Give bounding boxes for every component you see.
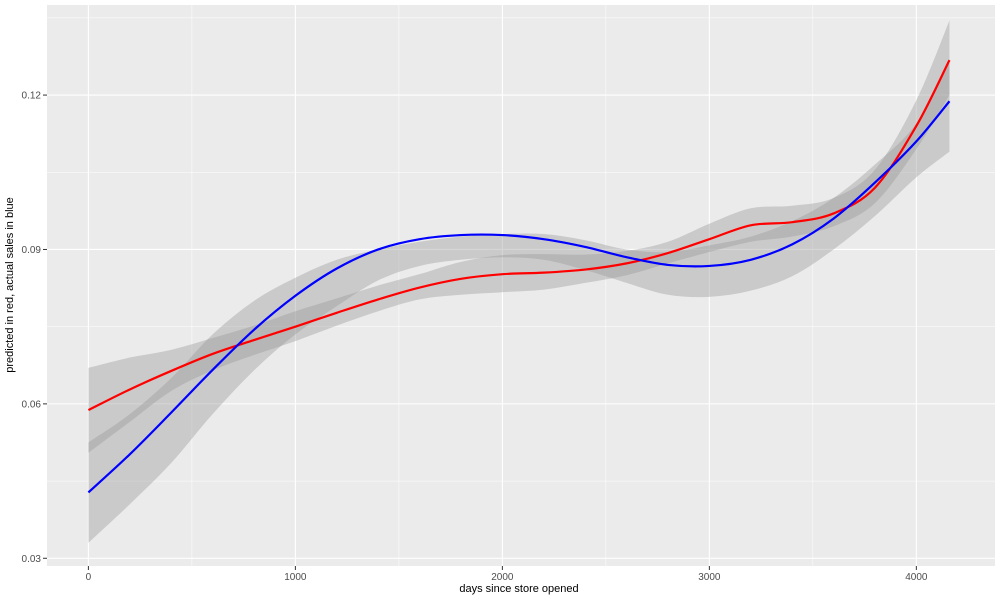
- series-2-confidence-band: [88, 59, 950, 543]
- x-tick-label: 0: [86, 572, 92, 583]
- series-1-confidence-band: [88, 20, 950, 453]
- y-tick-label: 0.03: [22, 554, 42, 565]
- axes: 0 1000 2000 3000 4000 0.03 0.06 0.09 0.12: [22, 91, 928, 583]
- y-axis-title: predicted in red, actual sales in blue: [4, 197, 16, 373]
- grid-lines: [47, 5, 995, 566]
- x-axis-title: days since store opened: [459, 583, 578, 595]
- series-2-line: [87, 100, 951, 494]
- x-tick-label: 4000: [905, 572, 928, 583]
- series-lines: [87, 59, 951, 494]
- y-tick-label: 0.06: [22, 399, 42, 410]
- y-tick-label: 0.09: [22, 245, 42, 256]
- x-tick-label: 2000: [491, 572, 514, 583]
- confidence-bands: [88, 20, 950, 543]
- plot-panel: [47, 5, 995, 566]
- y-tick-label: 0.12: [22, 91, 42, 102]
- x-tick-label: 1000: [284, 572, 307, 583]
- x-tick-label: 3000: [698, 572, 721, 583]
